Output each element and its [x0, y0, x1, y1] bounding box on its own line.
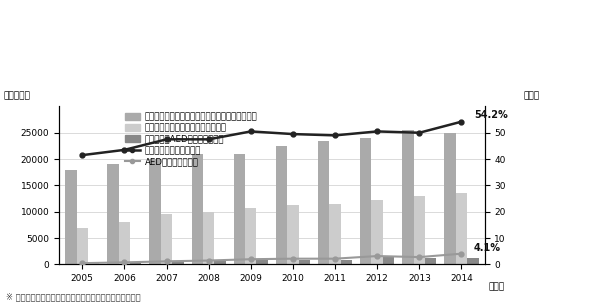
Bar — [456, 193, 467, 264]
Bar — [130, 263, 141, 264]
Bar — [172, 262, 184, 264]
Bar — [329, 204, 341, 264]
Bar — [150, 159, 161, 264]
Bar — [119, 222, 130, 264]
Text: （人、件）: （人、件） — [4, 91, 31, 100]
Bar — [233, 154, 245, 264]
Bar — [191, 154, 203, 264]
Text: 4.1%: 4.1% — [474, 243, 501, 253]
Bar — [425, 258, 436, 264]
Bar — [245, 208, 256, 264]
Text: （％）: （％） — [524, 91, 540, 100]
Bar — [203, 212, 215, 264]
Bar — [287, 206, 298, 264]
Bar — [383, 257, 394, 264]
Bar — [341, 260, 352, 264]
Bar — [108, 164, 119, 264]
Legend: 一般市民が目撃した心肺機能停止傷病者（左軸）, 一般市民が心肺蘇生を実施（左軸）, 一般市民がAEDを実施（左軸）, 心肺蘇生実施率（右軸）, AED実施率（右: 一般市民が目撃した心肺機能停止傷病者（左軸）, 一般市民が心肺蘇生を実施（左軸）… — [123, 111, 259, 168]
Text: （年）: （年） — [489, 283, 505, 292]
Bar — [276, 146, 287, 264]
Bar — [318, 141, 329, 264]
Bar — [215, 261, 226, 264]
Bar — [402, 130, 414, 264]
Bar — [360, 138, 372, 264]
Text: 54.2%: 54.2% — [474, 110, 508, 120]
Bar — [77, 228, 88, 264]
Bar — [444, 133, 456, 264]
Text: 図表26.  心肺機能停止傷病者に対する一般市民の心肺蘇生とAEDの実施率: 図表26. 心肺機能停止傷病者に対する一般市民の心肺蘇生とAEDの実施率 — [6, 13, 236, 23]
Bar — [65, 170, 77, 264]
Bar — [372, 200, 383, 264]
Bar — [467, 257, 479, 264]
Bar — [298, 260, 310, 264]
Text: ※ 「救急・救助の現況」（総務省消防庁）より、筆者作成: ※ 「救急・救助の現況」（総務省消防庁）より、筆者作成 — [6, 292, 141, 301]
Bar — [256, 260, 268, 264]
Bar — [161, 214, 172, 264]
Bar — [414, 196, 425, 264]
